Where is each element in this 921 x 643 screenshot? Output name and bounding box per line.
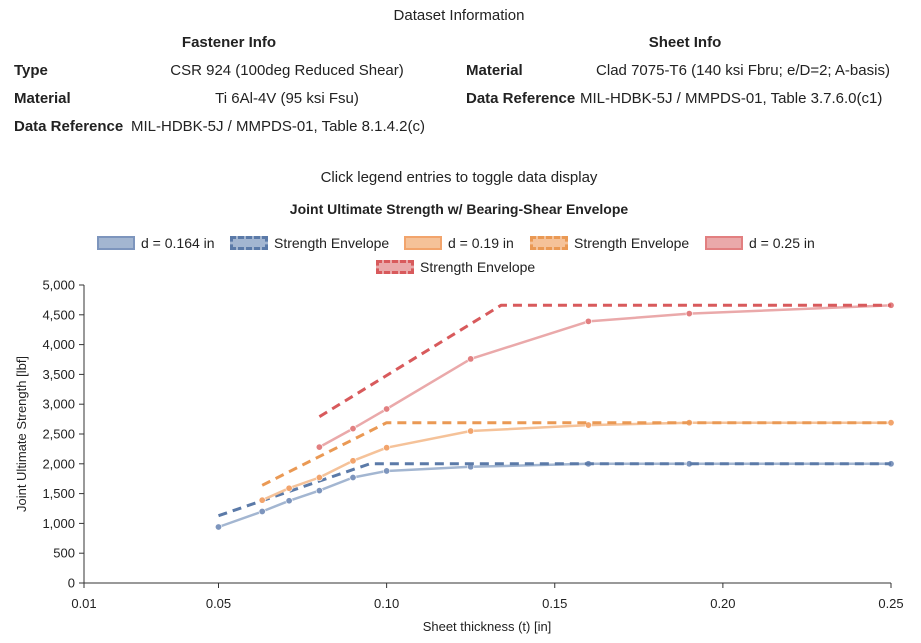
legend-item-d-0164[interactable]: d = 0.164 in — [97, 235, 215, 251]
data-point — [215, 523, 223, 531]
fastener-material-label: Material — [14, 90, 71, 107]
data-point — [685, 310, 693, 318]
data-point — [349, 425, 357, 433]
fastener-ref-label: Data Reference — [14, 118, 124, 135]
y-tick-label: 4,000 — [42, 337, 75, 352]
data-point — [467, 427, 475, 435]
sheet-ref-label: Data Reference — [466, 90, 576, 107]
data-point — [258, 507, 266, 515]
legend-item-d-019[interactable]: d = 0.19 in — [404, 235, 514, 251]
fastener-heading: Fastener Info — [181, 34, 277, 51]
y-tick-label: 3,500 — [42, 367, 75, 382]
chart-title: Joint Ultimate Strength w/ Bearing-Shear… — [289, 201, 629, 217]
legend-swatch — [376, 260, 414, 274]
series-line — [218, 462, 891, 529]
series-0 — [215, 460, 895, 531]
series-3 — [261, 421, 891, 487]
series-2 — [258, 419, 895, 504]
series-5 — [318, 303, 891, 418]
sheet-material-value: Clad 7075-T6 (140 ksi Fbru; e/D=2; A-bas… — [596, 62, 890, 79]
legend-swatch — [97, 236, 135, 250]
fastener-type-label: Type — [14, 62, 48, 79]
legend-swatch — [530, 236, 568, 250]
legend-swatch — [230, 236, 268, 250]
legend-swatch — [705, 236, 743, 250]
x-axis-label: Sheet thickness (t) [in] — [423, 619, 552, 634]
fastener-material-value: Ti 6Al-4V (95 ksi Fsu) — [215, 90, 359, 107]
legend-label: d = 0.164 in — [141, 235, 215, 251]
data-point — [467, 355, 475, 363]
series-line — [261, 421, 891, 502]
data-point — [258, 496, 266, 504]
data-point — [349, 457, 357, 465]
x-tick-label: 0.25 — [878, 596, 903, 611]
series-4 — [315, 301, 895, 451]
data-point — [383, 467, 391, 475]
legend-item-envelope-025[interactable]: Strength Envelope — [376, 259, 535, 275]
series-line — [318, 303, 891, 418]
x-tick-label: 0.10 — [374, 596, 399, 611]
legend-swatch — [404, 236, 442, 250]
y-axis-label: Joint Ultimate Strength [lbf] — [14, 356, 29, 512]
data-point — [315, 487, 323, 495]
data-point — [285, 484, 293, 492]
fastener-type-value: CSR 924 (100deg Reduced Shear) — [170, 62, 404, 79]
x-tick-label: 0.15 — [542, 596, 567, 611]
data-point — [584, 317, 592, 325]
legend-label: Strength Envelope — [574, 235, 690, 251]
x-tick-label: 0.20 — [710, 596, 735, 611]
data-point — [383, 405, 391, 413]
data-point — [887, 419, 895, 427]
data-point — [383, 444, 391, 452]
toggle-instruction: Click legend entries to toggle data disp… — [320, 169, 598, 186]
legend-label: d = 0.19 in — [448, 235, 514, 251]
data-point — [285, 497, 293, 505]
y-tick-label: 2,500 — [42, 427, 75, 442]
series-line — [261, 421, 891, 487]
y-tick-label: 1,500 — [42, 486, 75, 501]
legend-item-d-025[interactable]: d = 0.25 in — [705, 235, 815, 251]
y-tick-label: 0 — [68, 576, 75, 591]
data-point — [315, 443, 323, 451]
y-tick-label: 1,000 — [42, 516, 75, 531]
x-tick-label: 0.01 — [71, 596, 96, 611]
fastener-ref-value: MIL-HDBK-5J / MMPDS-01, Table 8.1.4.2(c) — [131, 118, 425, 135]
y-tick-label: 4,500 — [42, 307, 75, 322]
data-point — [584, 421, 592, 429]
sheet-ref-value: MIL-HDBK-5J / MMPDS-01, Table 3.7.6.0(c1… — [580, 90, 883, 107]
legend-label: d = 0.25 in — [749, 235, 815, 251]
y-tick-label: 3,000 — [42, 397, 75, 412]
legend-item-envelope-0164[interactable]: Strength Envelope — [230, 235, 389, 251]
y-tick-label: 500 — [53, 546, 75, 561]
sheet-heading: Sheet Info — [648, 34, 722, 51]
legend-label: Strength Envelope — [420, 259, 536, 275]
data-point — [315, 474, 323, 482]
y-tick-label: 5,000 — [42, 278, 75, 293]
sheet-material-label: Material — [466, 62, 523, 79]
data-point — [349, 474, 357, 482]
y-tick-label: 2,000 — [42, 456, 75, 471]
dataset-header: Dataset Information — [393, 7, 525, 24]
legend-item-envelope-019[interactable]: Strength Envelope — [530, 235, 689, 251]
legend-label: Strength Envelope — [274, 235, 390, 251]
x-tick-label: 0.05 — [206, 596, 231, 611]
